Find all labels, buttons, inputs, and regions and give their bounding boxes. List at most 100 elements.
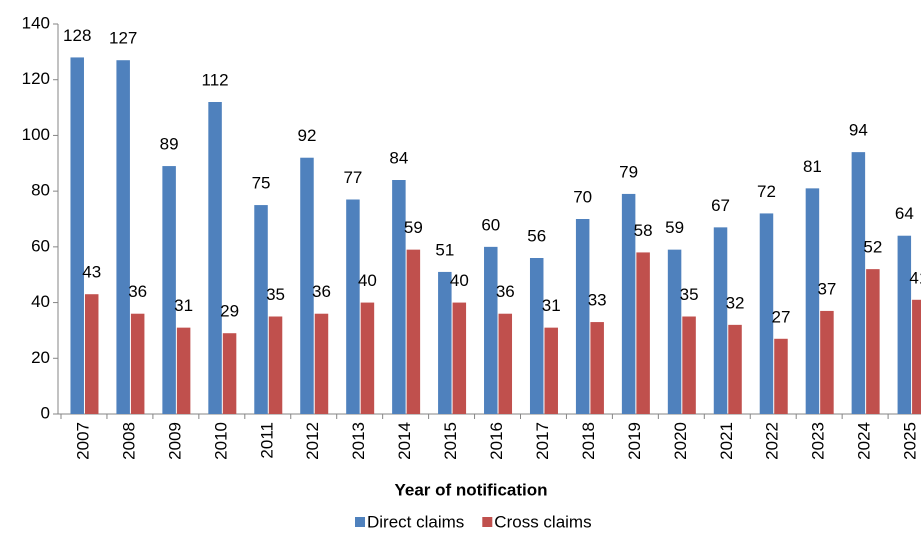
x-tick-label: 2017: [533, 422, 552, 460]
x-tick-label: 2014: [395, 422, 414, 460]
x-tick-label: 2016: [487, 422, 506, 460]
data-label: 94: [849, 121, 868, 140]
bar: [897, 235, 912, 414]
data-label: 72: [757, 182, 776, 201]
bar: [544, 327, 558, 414]
data-label: 127: [109, 29, 137, 48]
legend-swatch: [482, 517, 493, 527]
data-label: 70: [573, 187, 592, 206]
bar: [759, 213, 774, 414]
y-tick-label: 20: [31, 348, 50, 367]
bar: [346, 199, 360, 414]
bar: [484, 246, 498, 414]
y-tick-label: 140: [22, 13, 50, 32]
bar: [728, 324, 742, 414]
bar: [912, 299, 921, 414]
bar: [498, 313, 513, 414]
bar: [162, 166, 176, 414]
bar: [222, 333, 237, 414]
data-label: 52: [863, 238, 882, 257]
data-label: 40: [358, 271, 377, 290]
y-tick-label: 100: [22, 125, 50, 144]
x-tick-label: 2019: [625, 422, 644, 460]
data-label: 84: [389, 148, 408, 167]
data-label: 64: [895, 204, 914, 223]
data-label: 29: [220, 302, 239, 321]
legend-label: Direct claims: [367, 512, 464, 531]
bar: [116, 60, 130, 414]
x-tick-label: 2012: [303, 422, 322, 460]
data-label: 31: [174, 296, 193, 315]
x-tick-label: 2023: [809, 422, 828, 460]
data-label: 112: [202, 70, 229, 89]
x-tick-label: 2011: [257, 422, 276, 459]
x-tick-label: 2015: [441, 422, 460, 460]
data-label: 37: [817, 279, 836, 298]
data-label: 51: [435, 240, 454, 259]
legend-swatch: [355, 517, 365, 527]
data-label: 59: [665, 218, 684, 237]
bar: [636, 252, 650, 414]
bar: [820, 310, 834, 414]
data-label: 92: [298, 126, 317, 145]
data-label: 35: [266, 285, 285, 304]
data-label: 40: [450, 271, 469, 290]
bar: [130, 313, 145, 414]
bar: [70, 57, 84, 415]
data-label: 60: [481, 215, 500, 234]
data-label: 67: [711, 196, 730, 215]
data-label: 59: [404, 218, 423, 237]
x-tick-label: 2018: [579, 422, 598, 460]
data-label: 81: [803, 157, 822, 176]
data-label: 43: [82, 263, 101, 282]
bar: [713, 227, 728, 414]
data-label: 75: [252, 174, 271, 193]
data-label: 41: [909, 268, 921, 287]
bar: [452, 302, 467, 414]
data-label: 36: [128, 282, 147, 301]
data-label: 56: [527, 226, 546, 245]
data-label: 35: [680, 285, 699, 304]
bar: [360, 302, 375, 414]
data-label: 36: [312, 282, 331, 301]
x-tick-label: 2020: [671, 422, 690, 460]
x-tick-label: 2021: [717, 422, 736, 460]
x-tick-label: 2010: [211, 422, 230, 460]
data-label: 27: [772, 307, 791, 326]
bar: [84, 294, 99, 414]
x-tick-label: 2024: [855, 422, 874, 460]
bar: [590, 322, 604, 414]
bar: [529, 258, 544, 414]
bar: [621, 193, 636, 414]
bar: [667, 249, 682, 414]
x-axis-title: Year of notification: [394, 480, 547, 499]
bar: [208, 102, 222, 414]
data-label: 33: [588, 291, 607, 310]
data-label: 32: [726, 293, 745, 312]
data-label: 58: [634, 221, 653, 240]
legend-label: Cross claims: [494, 512, 591, 531]
x-tick-label: 2008: [119, 422, 138, 460]
data-label: 79: [619, 162, 638, 181]
y-tick-label: 40: [31, 292, 50, 311]
y-tick-label: 60: [31, 236, 50, 255]
x-tick-label: 2022: [763, 422, 782, 460]
bar: [682, 316, 696, 414]
bar: [300, 157, 314, 414]
bar: [314, 313, 329, 414]
x-tick-label: 2013: [349, 422, 368, 460]
bar: [254, 205, 268, 414]
bar: [805, 188, 820, 414]
bar: [575, 219, 590, 414]
y-tick-label: 120: [22, 69, 50, 88]
bar: [392, 180, 406, 414]
x-tick-label: 2009: [165, 422, 184, 460]
bar: [774, 338, 788, 414]
x-tick-label: 2007: [73, 422, 92, 460]
data-label: 36: [496, 282, 515, 301]
x-tick-label: 2025: [901, 422, 920, 460]
data-label: 89: [160, 135, 179, 154]
bar: [438, 271, 452, 414]
bar: [866, 269, 880, 414]
